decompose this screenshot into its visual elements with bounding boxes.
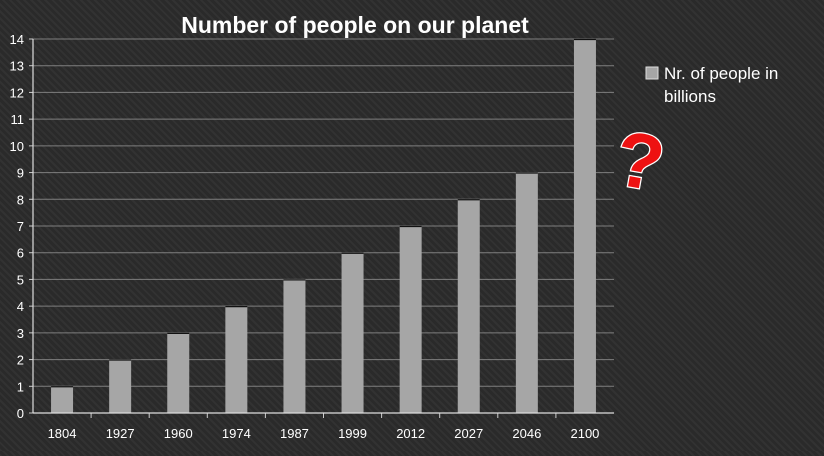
x-tick-label: 2046: [512, 426, 541, 441]
legend-label: Nr. of people in billions: [664, 64, 778, 106]
y-tick-label: 2: [17, 353, 24, 368]
legend-swatch: [645, 66, 659, 80]
bar-2012: [399, 226, 422, 413]
x-tick-label: 1927: [106, 426, 135, 441]
bar-1927: [109, 359, 132, 413]
x-tick-label: 2027: [454, 426, 483, 441]
y-tick-label: 0: [17, 406, 24, 421]
x-tick-label: 2012: [396, 426, 425, 441]
legend: Nr. of people in billions: [645, 64, 778, 106]
x-tick-label: 1987: [280, 426, 309, 441]
x-axis-ticks: 1804 1927 1960 1974 1987 1999 2012 2027 2046 2100: [48, 413, 599, 441]
legend-label-line: Nr. of people in: [664, 64, 778, 83]
x-tick-label: 1804: [48, 426, 77, 441]
y-tick-label: 10: [10, 139, 24, 154]
y-tick-label: 8: [17, 192, 24, 207]
y-tick-label: 13: [10, 59, 24, 74]
x-tick-label: 1974: [222, 426, 251, 441]
x-tick-label: 2100: [570, 426, 599, 441]
y-tick-label: 14: [10, 32, 24, 47]
bar-1987: [283, 279, 306, 413]
chart-title: Number of people on our planet: [181, 12, 529, 38]
y-tick-label: 5: [17, 272, 24, 287]
y-tick-label: 7: [17, 219, 24, 234]
y-tick-label: 6: [17, 246, 24, 261]
bar-1804: [51, 386, 74, 413]
bar-2046: [515, 172, 538, 413]
y-tick-label: 1: [17, 379, 24, 394]
x-tick-label: 1960: [164, 426, 193, 441]
question-mark-annotation: ?: [609, 114, 671, 209]
legend-label-line: billions: [664, 87, 716, 106]
bar-2027: [457, 199, 480, 413]
bar-1974: [225, 306, 248, 413]
y-tick-label: 11: [11, 112, 25, 127]
y-tick-label: 12: [10, 85, 24, 100]
x-tick-label: 1999: [338, 426, 367, 441]
bars: [51, 38, 596, 413]
grid-lines: [33, 38, 614, 387]
y-tick-label: 4: [17, 299, 24, 314]
bar-1999: [341, 252, 364, 413]
bar-2100: [573, 39, 596, 413]
axes: [32, 39, 614, 414]
y-tick-label: 9: [17, 166, 24, 181]
bar-1960: [167, 332, 190, 413]
y-tick-label: 3: [17, 326, 24, 341]
